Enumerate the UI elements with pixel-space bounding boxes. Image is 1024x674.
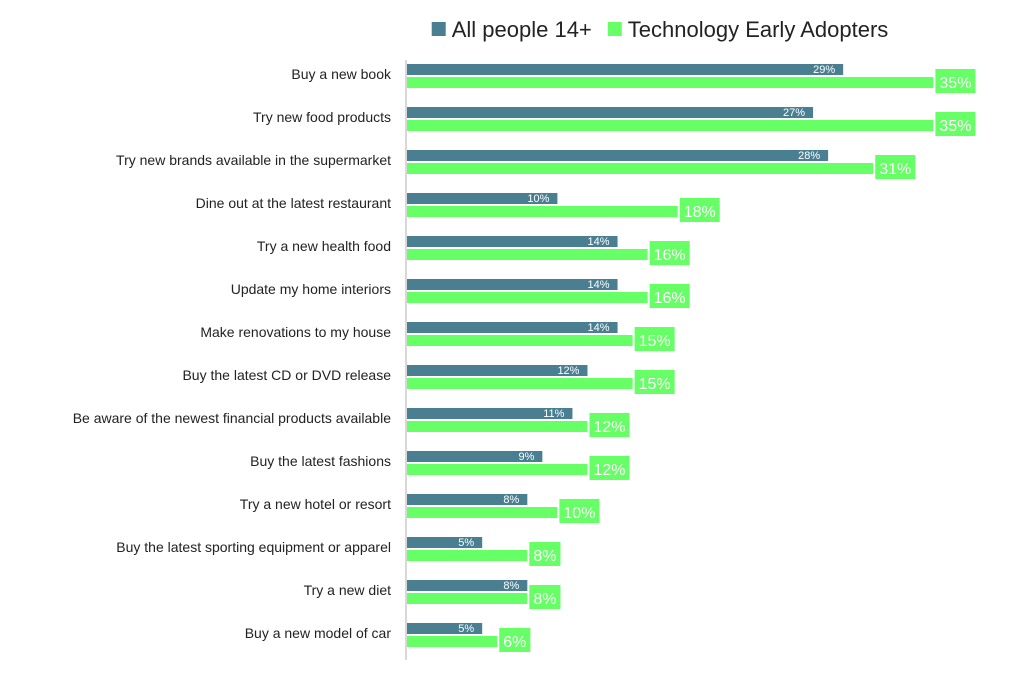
bar-tech-adopters <box>407 421 588 432</box>
category-label: Try a new diet <box>304 582 392 598</box>
data-label-box <box>634 370 675 394</box>
data-label-box <box>529 542 561 566</box>
bar-all-people <box>407 236 618 247</box>
data-label-all-people: 12% <box>557 365 579 377</box>
data-label-tech-adopters: 16% <box>654 247 686 264</box>
category-label: Buy the latest sporting equipment or app… <box>116 539 391 555</box>
data-label-tech-adopters: 10% <box>563 505 595 522</box>
legend: All people 14+ Technology Early Adopters <box>431 17 889 42</box>
category-labels: Buy a new book Try new food products Try n… <box>73 66 392 641</box>
data-label-tech-adopters: 18% <box>684 204 716 221</box>
bar-tech-adopters <box>407 593 528 604</box>
bar-all-people <box>407 408 573 419</box>
data-label-box <box>649 284 690 308</box>
bar-tech-adopters <box>407 249 648 260</box>
bar-tech-adopters <box>407 636 498 647</box>
category-label: Try new brands available in the supermar… <box>116 152 391 168</box>
category-label: Update my home interiors <box>231 281 391 297</box>
bar-tech-adopters <box>407 335 633 346</box>
bar-tech-adopters <box>407 163 874 174</box>
data-label-all-people: 27% <box>783 107 805 119</box>
data-label-tech-adopters: 12% <box>593 462 625 479</box>
category-label: Make renovations to my house <box>200 324 391 340</box>
category-label: Try new food products <box>253 109 391 125</box>
data-label-box <box>875 155 916 179</box>
bar-all-people <box>407 494 528 505</box>
data-label-all-people: 29% <box>813 64 835 76</box>
data-label-all-people: 10% <box>527 193 549 205</box>
data-label-tech-adopters: 35% <box>939 118 971 135</box>
bar-all-people <box>407 150 829 161</box>
bar-tech-adopters <box>407 464 588 475</box>
bar-tech-adopters <box>407 120 934 131</box>
data-label-tech-adopters: 8% <box>533 591 556 608</box>
data-label-tech-adopters: 35% <box>939 75 971 92</box>
data-label-box <box>935 69 976 93</box>
bar-all-people <box>407 451 543 462</box>
data-label-all-people: 9% <box>518 451 534 463</box>
data-label-box <box>589 456 630 480</box>
data-label-box <box>935 112 976 136</box>
data-label-box <box>559 499 600 523</box>
data-label-all-people: 8% <box>503 580 519 592</box>
category-label: Buy the latest CD or DVD release <box>182 367 391 383</box>
data-label-all-people: 14% <box>588 322 610 334</box>
bar-tech-adopters <box>407 378 633 389</box>
bar-all-people <box>407 64 844 75</box>
bars <box>407 64 934 647</box>
bar-tech-adopters <box>407 507 558 518</box>
category-label: Try a new health food <box>257 238 391 254</box>
bar-all-people <box>407 107 814 118</box>
data-label-box <box>499 628 531 652</box>
legend-swatch <box>431 22 446 36</box>
data-label-all-people: 11% <box>543 408 564 420</box>
category-label: Buy a new book <box>291 66 392 82</box>
category-label: Dine out at the latest restaurant <box>196 195 391 211</box>
bar-tech-adopters <box>407 550 528 561</box>
bar-tech-adopters <box>407 77 934 88</box>
category-label: Buy a new model of car <box>245 625 392 641</box>
legend-item-all-people: All people 14+ <box>431 17 592 42</box>
data-label-all-people: 28% <box>798 150 820 162</box>
data-label-all-people: 5% <box>458 537 474 549</box>
bar-all-people <box>407 193 558 204</box>
data-label-tech-adopters: 8% <box>533 548 556 565</box>
data-label-all-people: 14% <box>588 279 610 291</box>
bar-tech-adopters <box>407 206 678 217</box>
data-label-tech-adopters: 6% <box>503 634 526 651</box>
data-label-box <box>589 413 630 437</box>
data-label-all-people: 8% <box>503 494 519 506</box>
bar-all-people <box>407 537 483 548</box>
value-labels: 29% 35% 27% 35% 28% 31% 10% 18% 14% 16% 14% 16% 14% 1… <box>458 64 976 652</box>
data-label-box <box>634 327 675 351</box>
data-label-all-people: 14% <box>588 236 610 248</box>
category-label: Be aware of the newest financial product… <box>73 410 392 426</box>
legend-item-tech-adopters: Technology Early Adopters <box>607 17 889 42</box>
legend-swatch <box>607 22 622 36</box>
category-label: Buy the latest fashions <box>250 453 391 469</box>
data-label-tech-adopters: 16% <box>654 290 686 307</box>
data-label-tech-adopters: 12% <box>593 419 625 436</box>
data-label-all-people: 5% <box>458 623 474 635</box>
category-label: Try a new hotel or resort <box>240 496 391 512</box>
data-label-tech-adopters: 15% <box>639 376 671 393</box>
data-label-tech-adopters: 15% <box>639 333 671 350</box>
data-label-box <box>649 241 690 265</box>
legend-label: All people 14+ <box>452 17 592 42</box>
bar-all-people <box>407 365 588 376</box>
bar-all-people <box>407 623 483 634</box>
data-label-tech-adopters: 31% <box>879 161 911 178</box>
bar-all-people <box>407 322 618 333</box>
bar-all-people <box>407 279 618 290</box>
bar-all-people <box>407 580 528 591</box>
legend-label: Technology Early Adopters <box>628 17 889 42</box>
data-label-box <box>529 585 561 609</box>
bar-tech-adopters <box>407 292 648 303</box>
data-label-box <box>679 198 720 222</box>
